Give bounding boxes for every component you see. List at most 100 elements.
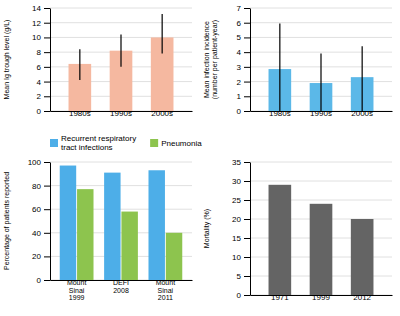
y-axis-title: Mortality (%): [203, 209, 211, 248]
y-tick-label: 80: [32, 182, 41, 191]
legend-item: Pneumonia: [150, 139, 202, 148]
y-axis: 020406080100: [28, 158, 51, 285]
y-tick-label: 20: [232, 215, 241, 224]
x-axis: 1980s 1990s 2000s: [51, 109, 193, 118]
x-tick-label: DEFI2008: [113, 279, 129, 294]
y-tick-mark: [244, 37, 250, 38]
y-tick: 25: [232, 196, 250, 205]
y-tick-mark: [44, 280, 50, 281]
y-tick-mark: [44, 186, 50, 187]
x-tick-label-line: Sinai: [69, 287, 85, 294]
x-tick-label-line: 2008: [113, 287, 129, 294]
x-tick: MountSinai1999: [67, 279, 87, 301]
y-tick: 20: [232, 215, 250, 224]
y-tick: 30: [232, 177, 250, 186]
y-tick: 6: [237, 19, 250, 28]
y-axis-line: [50, 163, 51, 281]
x-tick-label: 1999: [312, 293, 330, 302]
x-tick-label-line: 1980s: [69, 109, 91, 118]
x-tick-label: 1980s: [69, 109, 91, 118]
x-tick-label: 1971: [271, 293, 289, 302]
x-tick-label: 2000s: [151, 109, 173, 118]
x-tick-label: 1980s: [269, 109, 291, 118]
legend-label: Pneumonia: [161, 139, 202, 148]
y-axis: 0 5 10 15 20 25 30 35: [232, 158, 250, 300]
y-tick-label: 5: [237, 33, 242, 42]
y-tick-mark: [44, 233, 50, 234]
x-tick: 1980s: [269, 109, 291, 118]
y-tick: 3: [237, 63, 250, 72]
x-tick: 2000s: [351, 109, 373, 118]
y-tick: 5: [237, 272, 250, 281]
y-tick-mark: [244, 238, 250, 239]
y-tick: 0: [37, 107, 50, 116]
grid: [250, 162, 392, 295]
legend-label-line: Pneumonia: [161, 139, 202, 148]
y-tick-mark: [244, 67, 250, 68]
y-tick: 35: [232, 158, 250, 167]
y-tick-label: 35: [232, 158, 241, 167]
x-axis: 1980s 1990s 2000s: [251, 109, 393, 118]
y-tick-mark: [244, 200, 250, 201]
y-tick-mark: [244, 52, 250, 53]
error-bar: [120, 34, 121, 66]
y-tick-mark: [244, 8, 250, 9]
y-tick-mark: [44, 67, 50, 68]
x-tick-label: 1990s: [310, 109, 332, 118]
legend-item: Recurrent respiratorytract infections: [50, 134, 136, 152]
y-axis-title-line: Percentage of patients reported: [3, 172, 11, 270]
error-bars: [280, 23, 362, 111]
y-axis: 01234567: [237, 4, 251, 116]
y-tick: 40: [32, 229, 50, 238]
x-tick-label: 2000s: [351, 109, 373, 118]
x-tick: 1999: [312, 293, 330, 302]
y-tick: 60: [32, 205, 50, 214]
marks: [269, 185, 374, 295]
legend-label: Recurrent respiratorytract infections: [61, 134, 136, 152]
y-axis-line: [250, 163, 251, 296]
y-tick-mark: [244, 162, 250, 163]
bar: [310, 204, 333, 295]
y-tick-mark: [244, 96, 250, 97]
y-tick-label: 3: [237, 63, 242, 72]
y-tick-mark: [244, 23, 250, 24]
y-tick-label: 6: [237, 19, 242, 28]
grid-line: [50, 162, 192, 163]
x-tick-label-line: Mount: [67, 279, 87, 286]
x-tick-label: MountSinai2011: [156, 279, 176, 301]
x-tick-label-line: 2011: [158, 294, 173, 301]
y-tick-label: 1: [237, 92, 242, 101]
y-axis-title: Percentage of patients reported: [3, 172, 11, 270]
y-tick-label: 15: [232, 234, 241, 243]
bar: [148, 170, 164, 280]
legend: Recurrent respiratorytract infections Pne…: [50, 134, 202, 152]
x-tick-label-line: DEFI: [113, 279, 129, 286]
y-tick: 10: [232, 253, 250, 262]
y-tick: 80: [32, 182, 50, 191]
y-tick-label: 5: [237, 272, 242, 281]
y-tick: 0: [237, 291, 250, 300]
x-tick-label-line: 1990s: [310, 109, 332, 118]
y-tick-mark: [44, 96, 50, 97]
legend-label-line: tract infections: [61, 143, 113, 152]
y-tick-mark: [44, 162, 50, 163]
y-tick-label: 0: [37, 107, 42, 116]
x-tick-label-line: 1980s: [269, 109, 291, 118]
y-tick: 100: [28, 158, 50, 167]
grid: [250, 8, 392, 111]
bars: [269, 185, 374, 295]
x-tick-label-line: 1990s: [110, 109, 132, 118]
series: [77, 189, 182, 280]
y-tick: 6: [37, 63, 50, 72]
y-tick-label: 2: [237, 78, 242, 87]
x-tick-label-line: Sinai: [158, 287, 174, 294]
y-tick-label: 10: [232, 253, 241, 262]
y-tick-label: 20: [32, 252, 41, 261]
legend-label-line: Recurrent respiratory: [61, 134, 136, 143]
y-tick-label: 30: [232, 177, 241, 186]
y-tick-label: 100: [28, 158, 42, 167]
bar: [77, 189, 93, 280]
y-axis-title: Mean Ig trough level (g/L): [3, 20, 11, 100]
y-tick: 20: [32, 252, 50, 261]
x-axis: MountSinai1999DEFI2008MountSinai2011: [51, 279, 193, 301]
